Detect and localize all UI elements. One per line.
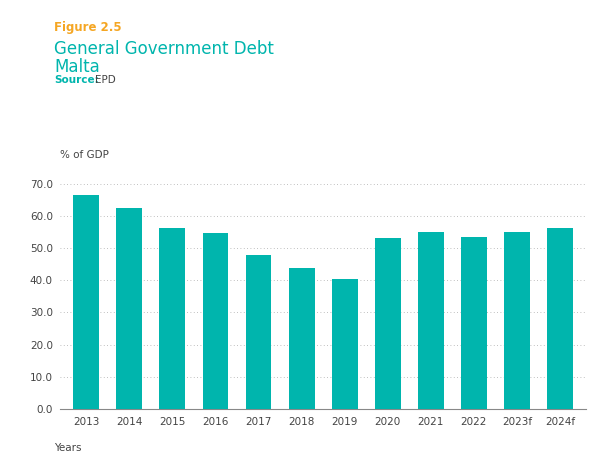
- Bar: [504, 232, 530, 409]
- Bar: [375, 239, 400, 409]
- Bar: [418, 232, 444, 409]
- Bar: [461, 237, 487, 409]
- Bar: [547, 228, 573, 409]
- Text: Source:: Source:: [54, 75, 99, 86]
- Bar: [289, 268, 315, 409]
- Bar: [332, 279, 358, 409]
- Bar: [73, 195, 99, 409]
- Text: Figure 2.5: Figure 2.5: [54, 21, 122, 34]
- Bar: [246, 255, 271, 409]
- Text: Malta: Malta: [54, 58, 100, 76]
- Bar: [117, 208, 142, 409]
- Bar: [159, 228, 185, 409]
- Text: % of GDP: % of GDP: [60, 150, 109, 160]
- Text: EPD: EPD: [95, 75, 116, 86]
- Text: General Government Debt: General Government Debt: [54, 40, 274, 58]
- Bar: [202, 232, 228, 409]
- Text: Years: Years: [54, 443, 82, 453]
